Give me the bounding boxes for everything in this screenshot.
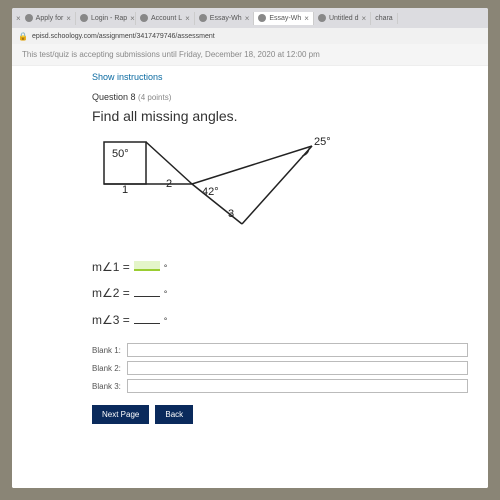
close-icon[interactable]: ×	[130, 14, 135, 23]
tab-label: Essay-Wh	[269, 15, 301, 22]
form-row-2: Blank 2:	[92, 361, 468, 375]
blank1-label: Blank 1:	[92, 346, 121, 355]
tab-label: Apply for	[36, 15, 64, 22]
question-title: Find all missing angles.	[92, 108, 468, 124]
tab-chara[interactable]: chara	[371, 13, 398, 24]
blank-1-line	[134, 261, 160, 271]
m1-prefix: m∠1 =	[92, 254, 130, 280]
banner-text: This test/quiz is accepting submissions …	[22, 50, 320, 59]
tab-label: Account L	[151, 15, 182, 22]
tab-apply[interactable]: Apply for×	[21, 12, 76, 25]
tab-untitled[interactable]: Untitled d×	[314, 12, 371, 25]
close-icon[interactable]: ×	[66, 14, 71, 23]
url-bar[interactable]: 🔒 episd.schoology.com/assignment/3417479…	[12, 28, 488, 44]
tab-label: Essay-Wh	[210, 15, 242, 22]
site-icon	[25, 14, 33, 22]
tab-account[interactable]: Account L×	[136, 12, 195, 25]
blank3-input[interactable]	[127, 379, 468, 393]
tab-label: Login - Rap	[91, 15, 127, 22]
tab-label: Untitled d	[329, 15, 359, 22]
browser-tabs: × Apply for× Login - Rap× Account L× Ess…	[12, 8, 488, 28]
m3-prefix: m∠3 =	[92, 307, 130, 333]
label-42: 42°	[202, 186, 219, 198]
m3-deg: °	[164, 312, 168, 332]
label-25: 25°	[314, 136, 331, 148]
blank-2-line	[134, 296, 160, 297]
show-instructions-link[interactable]: Show instructions	[92, 72, 468, 82]
submission-banner: This test/quiz is accepting submissions …	[12, 44, 488, 66]
back-button[interactable]: Back	[155, 405, 193, 424]
close-icon[interactable]: ×	[245, 14, 250, 23]
question-label: Question 8 (4 points)	[92, 92, 468, 102]
tab-login[interactable]: Login - Rap×	[76, 12, 136, 25]
angle-diagram: 50° 25° 1 2 42° 3	[92, 134, 332, 244]
url-text: episd.schoology.com/assignment/341747974…	[32, 33, 215, 40]
blank2-label: Blank 2:	[92, 364, 121, 373]
m2-deg: °	[164, 285, 168, 305]
laptop-frame: × Apply for× Login - Rap× Account L× Ess…	[0, 0, 500, 500]
tab-essay2[interactable]: Essay-Wh×	[254, 12, 314, 25]
blank-3-line	[134, 323, 160, 324]
close-icon[interactable]: ×	[362, 14, 367, 23]
site-icon	[318, 14, 326, 22]
screen: × Apply for× Login - Rap× Account L× Ess…	[12, 8, 488, 488]
answer-row-2: m∠2 = °	[92, 280, 468, 306]
question-points: (4 points)	[138, 93, 171, 102]
tab-label: chara	[375, 15, 393, 22]
m1-deg: °	[164, 259, 168, 279]
lock-icon: 🔒	[18, 32, 28, 41]
assessment-content: Show instructions Question 8 (4 points) …	[12, 66, 488, 488]
site-icon	[199, 14, 207, 22]
close-icon[interactable]: ×	[304, 14, 309, 23]
form-blanks: Blank 1: Blank 2: Blank 3:	[92, 343, 468, 393]
form-row-1: Blank 1:	[92, 343, 468, 357]
m2-prefix: m∠2 =	[92, 280, 130, 306]
label-2: 2	[166, 178, 172, 190]
answer-row-3: m∠3 = °	[92, 307, 468, 333]
blank3-label: Blank 3:	[92, 382, 121, 391]
label-50: 50°	[112, 148, 129, 160]
question-number: Question 8	[92, 92, 136, 102]
label-3: 3	[228, 208, 234, 220]
nav-buttons: Next Page Back	[92, 405, 468, 424]
next-page-button[interactable]: Next Page	[92, 405, 149, 424]
blank2-input[interactable]	[127, 361, 468, 375]
answers-block: m∠1 = ° m∠2 = ° m∠3 = °	[92, 254, 468, 333]
site-icon	[258, 14, 266, 22]
site-icon	[80, 14, 88, 22]
label-1: 1	[122, 184, 128, 196]
site-icon	[140, 14, 148, 22]
tab-essay1[interactable]: Essay-Wh×	[195, 12, 255, 25]
form-row-3: Blank 3:	[92, 379, 468, 393]
blank1-input[interactable]	[127, 343, 468, 357]
answer-row-1: m∠1 = °	[92, 254, 468, 280]
close-icon[interactable]: ×	[185, 14, 190, 23]
